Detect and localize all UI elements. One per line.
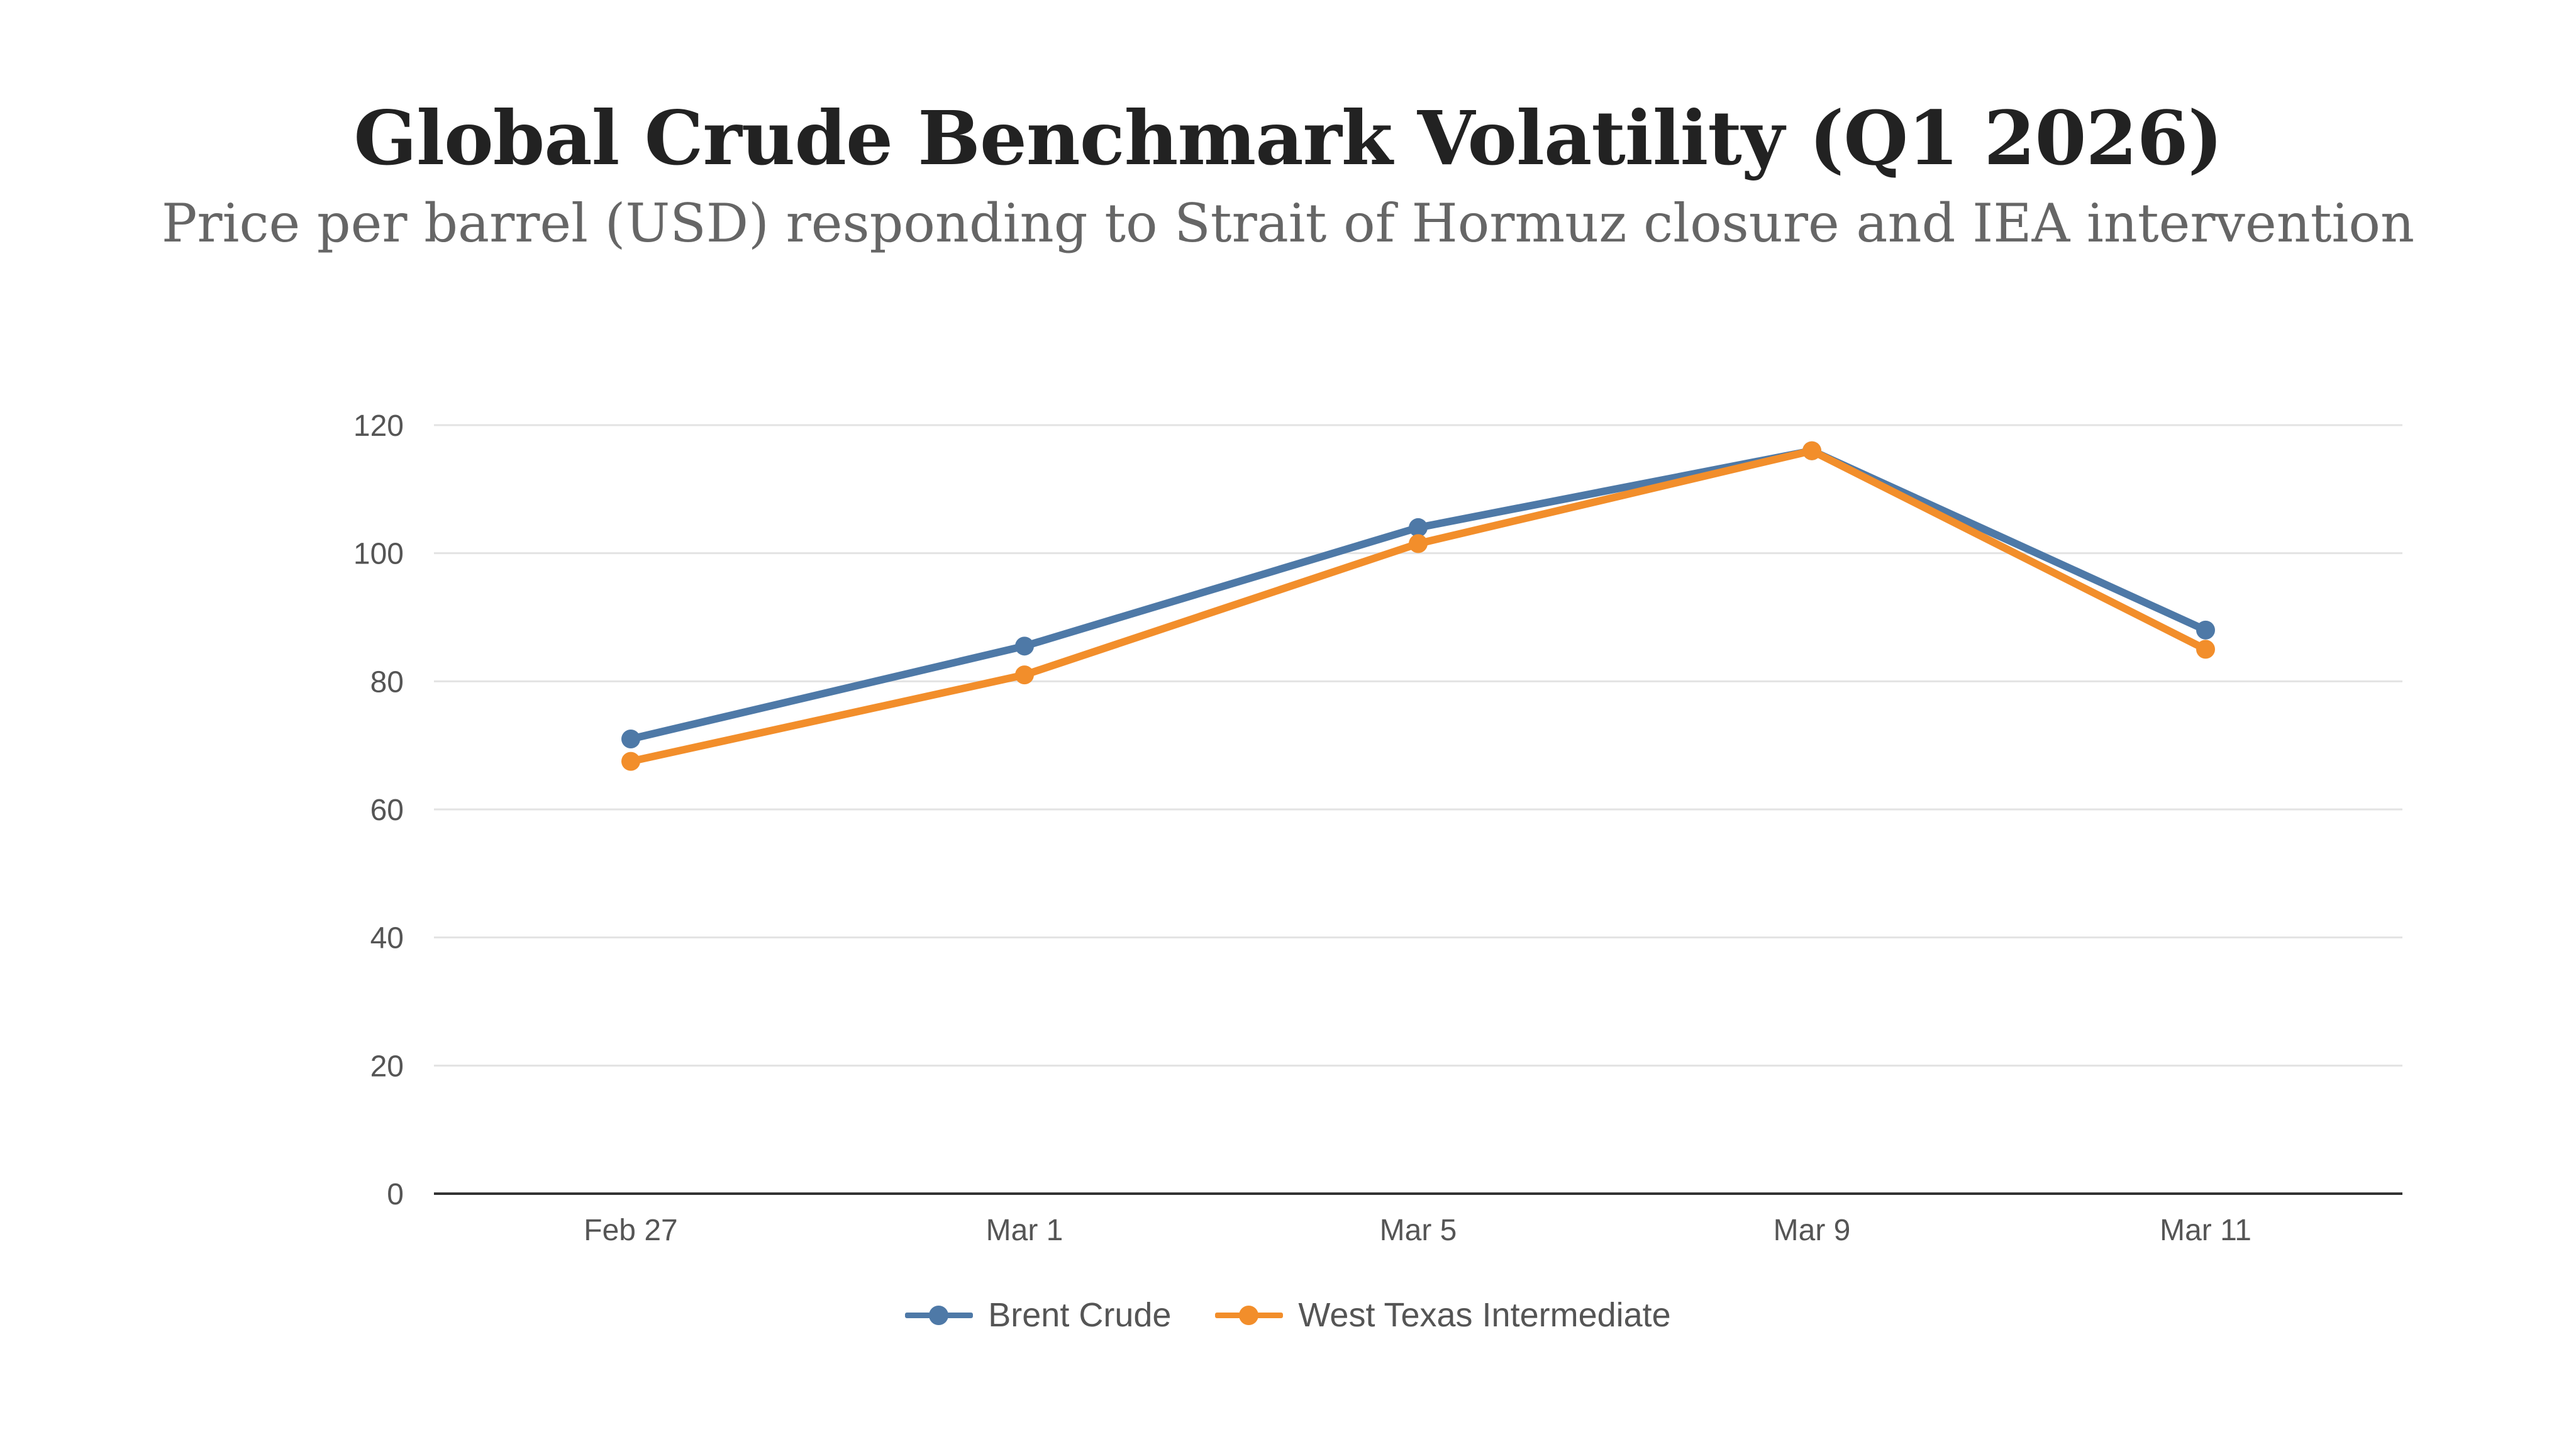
- data-point-brent-0[interactable]: [621, 729, 640, 748]
- axis-layer: 0 20 40 60 80 100 120 Feb 27 Mar 1 Mar 5 Mar 9 Mar …: [353, 409, 2402, 1247]
- legend-label-wti: West Texas Intermediate: [1298, 1296, 1671, 1334]
- legend-swatch-brent: [905, 1306, 974, 1325]
- data-point-brent-1[interactable]: [1015, 636, 1034, 656]
- legend-label-brent: Brent Crude: [988, 1296, 1172, 1334]
- data-point-wti-2[interactable]: [1409, 534, 1428, 553]
- series-layer: [621, 441, 2215, 771]
- data-point-wti-3[interactable]: [1802, 441, 1821, 460]
- legend-item-wti[interactable]: West Texas Intermediate: [1215, 1296, 1671, 1335]
- y-tick-label-120: 120: [353, 409, 404, 443]
- x-tick-label-mar-9: Mar 9: [1774, 1214, 1851, 1247]
- legend-dot-brent: [929, 1306, 949, 1325]
- x-tick-label-feb-27: Feb 27: [584, 1214, 677, 1247]
- chart-title: Global Crude Benchmark Volatility (Q1 20…: [353, 94, 2223, 182]
- data-point-brent-2[interactable]: [1409, 518, 1428, 537]
- legend-dot-wti: [1239, 1306, 1259, 1325]
- series-line-wti: [627, 447, 2209, 765]
- data-point-wti-0[interactable]: [621, 752, 640, 771]
- x-tick-label-mar-1: Mar 1: [986, 1214, 1063, 1247]
- legend-item-brent[interactable]: Brent Crude: [905, 1296, 1171, 1335]
- y-tick-label-40: 40: [370, 922, 404, 955]
- legend-swatch-wti: [1215, 1306, 1284, 1325]
- y-tick-label-60: 60: [370, 794, 404, 827]
- y-tick-label-20: 20: [370, 1050, 404, 1083]
- y-tick-label-80: 80: [370, 665, 404, 699]
- x-tick-label-mar-11: Mar 11: [2160, 1214, 2251, 1247]
- series-line-brent: [627, 447, 2209, 743]
- data-point-wti-1[interactable]: [1015, 665, 1034, 685]
- x-tick-label-mar-5: Mar 5: [1380, 1214, 1457, 1247]
- grid-layer: [434, 424, 2402, 1067]
- data-point-brent-4[interactable]: [2196, 620, 2215, 640]
- y-tick-label-100: 100: [353, 538, 404, 571]
- y-tick-label-0: 0: [387, 1178, 404, 1211]
- chart-legend: Brent Crude West Texas Intermediate: [0, 1296, 2576, 1335]
- chart-subtitle: Price per barrel (USD) responding to Str…: [161, 192, 2415, 254]
- data-point-wti-4[interactable]: [2196, 640, 2215, 659]
